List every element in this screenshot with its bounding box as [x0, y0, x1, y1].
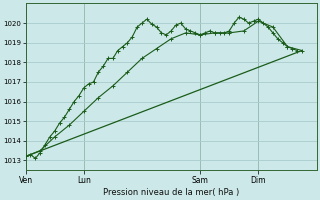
X-axis label: Pression niveau de la mer( hPa ): Pression niveau de la mer( hPa ) — [103, 188, 239, 197]
